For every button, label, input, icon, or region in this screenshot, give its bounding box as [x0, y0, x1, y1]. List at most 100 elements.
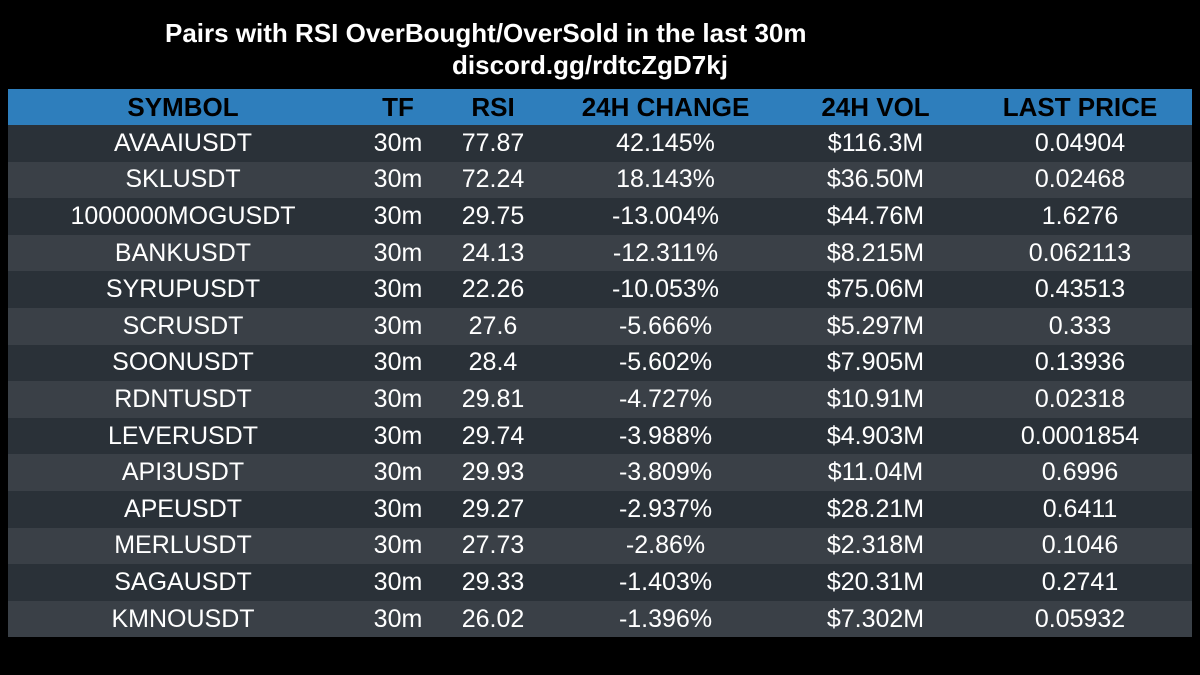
table-row: SCRUSDT 30m 27.6 -5.666% $5.297M 0.333 — [8, 307, 1192, 345]
cell-rsi: 72.24 — [461, 165, 525, 194]
cell-symbol: SKLUSDT — [125, 165, 241, 194]
table-row: RDNTUSDT 30m 29.81 -4.727% $10.91M 0.02318 — [8, 381, 1192, 418]
cell-symbol: SYRUPUSDT — [105, 275, 261, 304]
cell-rsi: 22.26 — [461, 275, 525, 304]
cell-24h-vol: $44.76M — [826, 201, 925, 230]
table-body: AVAAIUSDT 30m 77.87 42.145% $116.3M 0.04904 SK… — [8, 125, 1192, 638]
header-24h-vol: 24H VOL — [821, 91, 930, 122]
cell-24h-vol: $7.905M — [826, 348, 925, 377]
cell-24h-change: -4.727% — [618, 384, 713, 413]
cell-rsi: 27.6 — [468, 311, 518, 340]
cell-last-price: 1.6276 — [1041, 201, 1119, 230]
table-row: BANKUSDT 30m 24.13 -12.311% $8.215M 0.062113 — [8, 234, 1192, 272]
cell-symbol: APEUSDT — [123, 494, 243, 523]
cell-24h-change: -1.396% — [618, 604, 713, 633]
cell-last-price: 0.1046 — [1041, 531, 1119, 560]
cell-24h-change: -2.937% — [618, 494, 713, 523]
cell-24h-change: -3.809% — [618, 458, 713, 487]
header-tf: TF — [382, 91, 414, 122]
table-row: MERLUSDT 30m 27.73 -2.86% $2.318M 0.1046 — [8, 527, 1192, 565]
table-row: SYRUPUSDT 30m 22.26 -10.053% $75.06M 0.43513 — [8, 271, 1192, 308]
cell-last-price: 0.6411 — [1042, 494, 1118, 523]
cell-24h-vol: $20.31M — [826, 567, 925, 596]
cell-24h-vol: $36.50M — [826, 165, 925, 194]
table-row: AVAAIUSDT 30m 77.87 42.145% $116.3M 0.04904 — [8, 125, 1192, 162]
cell-24h-vol: $75.06M — [826, 275, 925, 304]
cell-symbol: API3USDT — [121, 458, 245, 487]
cell-tf: 30m — [373, 567, 423, 596]
cell-tf: 30m — [373, 604, 423, 633]
cell-symbol: LEVERUSDT — [107, 421, 259, 450]
cell-rsi: 77.87 — [461, 128, 525, 157]
header-24h-change: 24H CHANGE — [581, 91, 750, 122]
cell-last-price: 0.04904 — [1034, 128, 1126, 157]
cell-last-price: 0.02318 — [1034, 384, 1126, 413]
cell-24h-vol: $11.04M — [827, 458, 924, 487]
cell-last-price: 0.333 — [1048, 311, 1112, 340]
cell-symbol: MERLUSDT — [114, 531, 252, 560]
cell-tf: 30m — [373, 238, 423, 267]
cell-24h-vol: $8.215M — [826, 238, 925, 267]
cell-rsi: 29.93 — [461, 458, 525, 487]
cell-symbol: SCRUSDT — [122, 311, 244, 340]
cell-rsi: 29.75 — [461, 201, 525, 230]
cell-symbol: 1000000MOGUSDT — [70, 201, 296, 230]
table-row: 1000000MOGUSDT 30m 29.75 -13.004% $44.76M 1.6… — [8, 198, 1192, 235]
cell-24h-vol: $5.297M — [826, 311, 925, 340]
cell-last-price: 0.6996 — [1041, 458, 1119, 487]
cell-symbol: SAGAUSDT — [114, 567, 252, 596]
cell-last-price: 0.062113 — [1028, 238, 1132, 267]
cell-24h-change: -5.666% — [618, 311, 713, 340]
cell-symbol: BANKUSDT — [114, 238, 252, 267]
cell-tf: 30m — [373, 201, 423, 230]
table-row: SOONUSDT 30m 28.4 -5.602% $7.905M 0.13936 — [8, 344, 1192, 382]
table-row: SAGAUSDT 30m 29.33 -1.403% $20.31M 0.2741 — [8, 564, 1192, 601]
cell-24h-change: -3.988% — [618, 421, 713, 450]
cell-24h-change: -10.053% — [611, 275, 720, 304]
cell-tf: 30m — [373, 384, 423, 413]
cell-symbol: AVAAIUSDT — [114, 128, 252, 157]
cell-last-price: 0.02468 — [1034, 165, 1126, 194]
table-row: SKLUSDT 30m 72.24 18.143% $36.50M 0.02468 — [8, 161, 1192, 199]
cell-tf: 30m — [373, 165, 423, 194]
cell-24h-change: 42.145% — [616, 128, 715, 157]
table-row: API3USDT 30m 29.93 -3.809% $11.04M 0.6996 — [8, 454, 1192, 491]
cell-rsi: 27.73 — [461, 531, 525, 560]
rsi-table: SYMBOL TF RSI 24H CHANGE 24H VOL LAST PR… — [8, 89, 1192, 638]
cell-last-price: 0.0001854 — [1020, 421, 1140, 450]
cell-rsi: 29.74 — [461, 421, 525, 450]
cell-tf: 30m — [373, 311, 423, 340]
cell-24h-vol: $7.302M — [826, 604, 925, 633]
cell-24h-change: -13.004% — [611, 201, 720, 230]
cell-symbol: KMNOUSDT — [111, 604, 255, 633]
table-header-row: SYMBOL TF RSI 24H CHANGE 24H VOL LAST PR… — [8, 89, 1192, 125]
cell-24h-vol: $28.21M — [826, 494, 925, 523]
discord-link-text: discord.gg/rdtcZgD7kj — [452, 50, 728, 80]
cell-24h-change: -5.602% — [618, 348, 713, 377]
cell-tf: 30m — [373, 458, 423, 487]
cell-24h-change: -12.311% — [612, 238, 719, 267]
cell-last-price: 0.2741 — [1041, 567, 1119, 596]
cell-symbol: SOONUSDT — [112, 348, 254, 377]
table-row: LEVERUSDT 30m 29.74 -3.988% $4.903M 0.0001854 — [8, 417, 1192, 455]
cell-24h-vol: $4.903M — [826, 421, 925, 450]
cell-last-price: 0.13936 — [1034, 348, 1126, 377]
header-symbol: SYMBOL — [127, 91, 239, 122]
cell-rsi: 29.27 — [461, 494, 525, 523]
header-rsi: RSI — [471, 91, 515, 122]
cell-tf: 30m — [373, 531, 423, 560]
cell-tf: 30m — [373, 128, 423, 157]
table-row: KMNOUSDT 30m 26.02 -1.396% $7.302M 0.05932 — [8, 600, 1192, 638]
page-title: Pairs with RSI OverBought/OverSold in th… — [165, 18, 807, 48]
cell-rsi: 28.4 — [468, 348, 518, 377]
cell-24h-vol: $2.318M — [826, 531, 925, 560]
cell-last-price: 0.05932 — [1034, 604, 1126, 633]
cell-symbol: RDNTUSDT — [114, 384, 252, 413]
cell-tf: 30m — [373, 348, 423, 377]
cell-rsi: 26.02 — [461, 604, 525, 633]
cell-tf: 30m — [373, 421, 423, 450]
cell-24h-change: -2.86% — [625, 531, 706, 560]
cell-24h-change: -1.403% — [618, 567, 713, 596]
cell-24h-vol: $116.3M — [827, 128, 924, 157]
cell-tf: 30m — [373, 275, 423, 304]
